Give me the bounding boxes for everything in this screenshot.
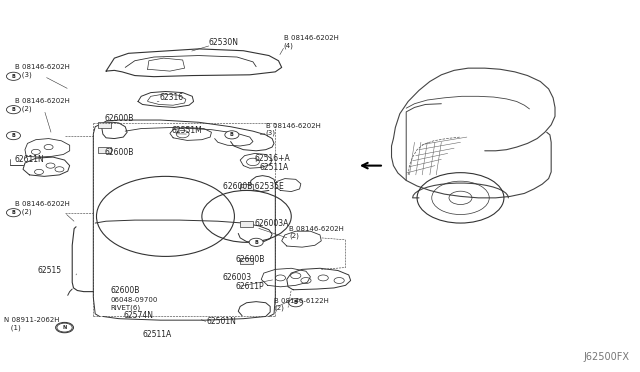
Text: 62600B: 62600B xyxy=(104,148,134,157)
Circle shape xyxy=(249,238,263,246)
Text: B: B xyxy=(230,132,234,137)
Text: 62501N: 62501N xyxy=(206,317,236,326)
Text: 62516+A: 62516+A xyxy=(255,154,291,163)
Text: B 08146-6122H
(2): B 08146-6122H (2) xyxy=(274,298,329,311)
Text: 06048-09700
RIVET(6): 06048-09700 RIVET(6) xyxy=(111,297,158,311)
Circle shape xyxy=(57,323,72,332)
Text: J62500FX: J62500FX xyxy=(584,352,630,362)
Text: 62600B: 62600B xyxy=(111,286,140,295)
Text: B: B xyxy=(12,133,15,138)
Text: B 08146-6202H
   (2): B 08146-6202H (2) xyxy=(15,202,70,215)
Text: 62600B: 62600B xyxy=(236,255,265,264)
Text: 62611P: 62611P xyxy=(236,282,264,291)
Text: B 08146-6202H
   (2): B 08146-6202H (2) xyxy=(15,99,70,112)
Text: B: B xyxy=(12,74,15,79)
Text: 626003: 626003 xyxy=(223,273,252,282)
Circle shape xyxy=(6,72,20,80)
Text: 62530N: 62530N xyxy=(208,38,238,47)
Text: 62511A: 62511A xyxy=(259,163,289,172)
Text: N: N xyxy=(63,325,67,330)
Text: 62574N: 62574N xyxy=(124,311,154,320)
Bar xyxy=(98,122,111,128)
Circle shape xyxy=(289,299,303,307)
Text: 62511A: 62511A xyxy=(143,330,172,339)
Text: 62600B 62535E: 62600B 62535E xyxy=(223,182,284,190)
Text: B: B xyxy=(12,107,15,112)
Text: 62600B: 62600B xyxy=(104,114,134,123)
Text: B 08146-6202H
(2): B 08146-6202H (2) xyxy=(289,225,344,239)
Bar xyxy=(98,147,111,153)
Text: 626003A: 626003A xyxy=(255,219,289,228)
Text: B 08146-6202H
   (3): B 08146-6202H (3) xyxy=(15,64,70,78)
Text: 62551M: 62551M xyxy=(172,126,203,135)
Circle shape xyxy=(6,132,20,140)
Text: 62611N: 62611N xyxy=(15,155,45,164)
Text: B: B xyxy=(254,240,258,245)
Text: B 08146-6202H
(4): B 08146-6202H (4) xyxy=(284,35,339,49)
Circle shape xyxy=(6,209,20,217)
Bar xyxy=(240,221,253,227)
Text: B: B xyxy=(294,300,298,305)
Circle shape xyxy=(225,131,239,139)
Circle shape xyxy=(6,106,20,114)
Text: B: B xyxy=(12,210,15,215)
Bar xyxy=(240,258,253,264)
Text: 62515: 62515 xyxy=(38,266,62,275)
Text: N 08911-2062H
   (1): N 08911-2062H (1) xyxy=(4,317,60,331)
Text: B 08146-6202H
(3): B 08146-6202H (3) xyxy=(266,123,321,137)
Bar xyxy=(240,184,253,190)
Text: 62316: 62316 xyxy=(159,93,183,102)
